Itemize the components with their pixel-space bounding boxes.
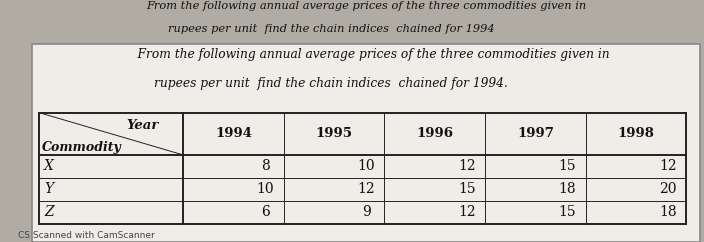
- Text: 18: 18: [559, 182, 577, 196]
- Text: 1995: 1995: [315, 127, 353, 140]
- Text: 12: 12: [660, 159, 677, 173]
- Text: From the following annual average prices of the three commodities given in: From the following annual average prices…: [122, 48, 610, 61]
- Text: 12: 12: [358, 182, 375, 196]
- Text: 15: 15: [559, 205, 577, 219]
- Text: 15: 15: [458, 182, 476, 196]
- Text: 9: 9: [362, 205, 370, 219]
- Text: 1996: 1996: [416, 127, 453, 140]
- Text: Z: Z: [44, 205, 54, 219]
- Text: 6: 6: [261, 205, 270, 219]
- Text: X: X: [44, 159, 54, 173]
- Text: Y: Y: [44, 182, 54, 196]
- Text: 10: 10: [358, 159, 375, 173]
- Text: Commodity: Commodity: [42, 141, 122, 154]
- Text: 15: 15: [559, 159, 577, 173]
- Text: From the following annual average prices of the three commodities given in: From the following annual average prices…: [146, 1, 586, 11]
- Text: CS Scanned with CamScanner: CS Scanned with CamScanner: [18, 231, 154, 240]
- Text: 1994: 1994: [215, 127, 252, 140]
- Text: 10: 10: [257, 182, 275, 196]
- Text: rupees per unit  find the chain indices  chained for 1994: rupees per unit find the chain indices c…: [168, 24, 494, 34]
- Text: rupees per unit  find the chain indices  chained for 1994.: rupees per unit find the chain indices c…: [154, 77, 508, 91]
- Text: Year: Year: [127, 119, 159, 132]
- Text: 12: 12: [458, 159, 476, 173]
- Text: 20: 20: [660, 182, 677, 196]
- Text: 12: 12: [458, 205, 476, 219]
- Text: 1998: 1998: [617, 127, 655, 140]
- Text: 18: 18: [660, 205, 677, 219]
- Text: 8: 8: [261, 159, 270, 173]
- Text: 1997: 1997: [517, 127, 554, 140]
